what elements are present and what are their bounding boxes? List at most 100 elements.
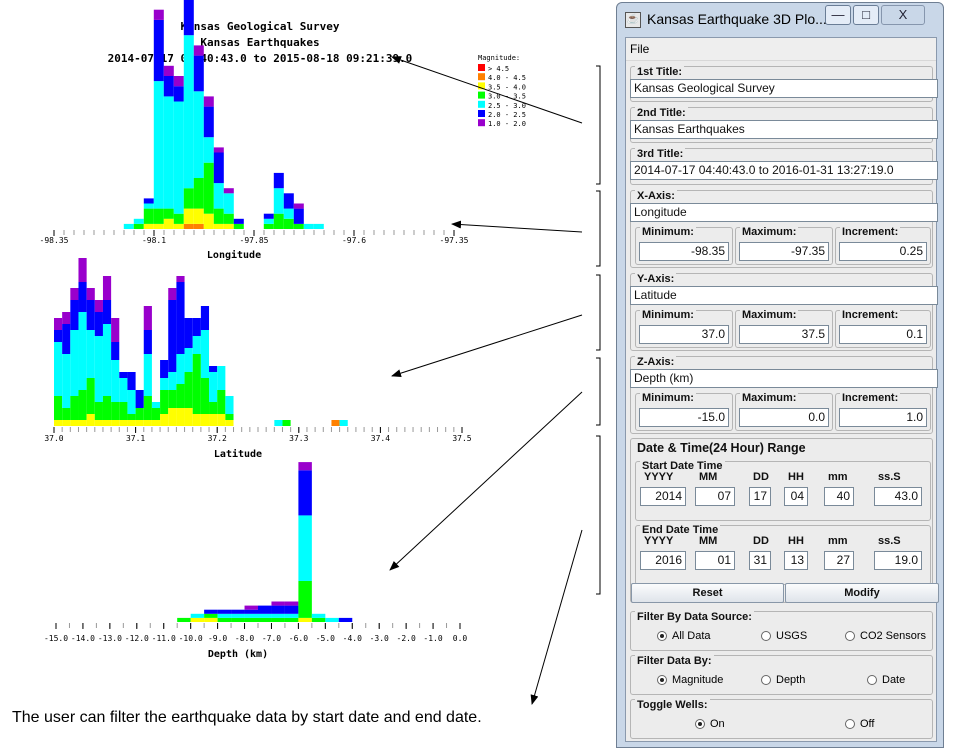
longitude-bar-segment bbox=[233, 223, 244, 229]
latitude-bar-segment bbox=[94, 402, 103, 420]
longitude-bar-segment bbox=[123, 223, 134, 229]
window-client: File 1st Title: Kansas Geological Survey… bbox=[625, 37, 939, 742]
longitude-bar-segment bbox=[293, 203, 304, 209]
latitude-bar-segment bbox=[54, 330, 63, 342]
latitude-bar-segment bbox=[62, 408, 71, 420]
longitude-bar-segment bbox=[273, 172, 284, 189]
latitude-bar-segment bbox=[160, 390, 169, 414]
end-hh-field[interactable]: 13 bbox=[784, 551, 808, 570]
y-max-field[interactable]: 37.5 bbox=[739, 325, 829, 344]
latitude-bar-segment bbox=[151, 408, 161, 420]
radio-depth[interactable]: Depth bbox=[761, 674, 805, 686]
datetime-label: Date & Time(24 Hour) Range bbox=[635, 441, 808, 455]
start-mm-month-field[interactable]: 07 bbox=[695, 487, 735, 506]
y-max-label: Maximum: bbox=[740, 309, 799, 321]
window-titlebar[interactable]: ☕ Kansas Earthquake 3D Plo... — □ X bbox=[617, 3, 943, 37]
longitude-bar-segment bbox=[303, 223, 314, 229]
longitude-tick-label: -97.85 bbox=[240, 236, 269, 245]
latitude-bar-segment bbox=[209, 402, 218, 414]
toggle-wells-label: Toggle Wells: bbox=[635, 699, 710, 711]
modify-button[interactable]: Modify bbox=[785, 583, 939, 603]
legend-label: 4.0 - 4.5 bbox=[488, 74, 526, 82]
x-min-field[interactable]: -98.35 bbox=[639, 242, 729, 261]
start-min-label: mm bbox=[828, 471, 848, 483]
end-dd-field[interactable]: 31 bbox=[749, 551, 771, 570]
start-sec-field[interactable]: 43.0 bbox=[874, 487, 922, 506]
end-mm-month-field[interactable]: 01 bbox=[695, 551, 735, 570]
start-dd-field[interactable]: 17 bbox=[749, 487, 771, 506]
depth-bar-segment bbox=[298, 515, 312, 581]
title1-field[interactable]: Kansas Geological Survey bbox=[630, 79, 938, 98]
legend-label: 3.5 - 4.0 bbox=[488, 83, 526, 91]
latitude-bar-segment bbox=[168, 300, 177, 372]
depth-bar-segment bbox=[271, 605, 285, 614]
z-inc-box: Increment: 1.0 bbox=[835, 392, 931, 431]
z-max-field[interactable]: 0.0 bbox=[739, 408, 829, 427]
start-datetime-label: Start Date Time bbox=[640, 460, 725, 472]
latitude-histogram: 37.0 37.1 37.2 37.3 37.4 37.5 Latitude bbox=[44, 258, 472, 460]
latitude-bar-segment bbox=[184, 372, 193, 408]
depth-tick-label: -14.0 bbox=[71, 634, 95, 643]
latitude-bar-segment bbox=[86, 378, 95, 414]
z-inc-field[interactable]: 1.0 bbox=[839, 408, 927, 427]
start-yyyy-field[interactable]: 2014 bbox=[640, 487, 686, 506]
radio-usgs[interactable]: USGS bbox=[761, 630, 807, 642]
depth-bar-segment bbox=[231, 613, 245, 618]
longitude-bar-segment bbox=[153, 9, 164, 20]
radio-magnitude[interactable]: Magnitude bbox=[657, 674, 723, 686]
end-yyyy-field[interactable]: 2016 bbox=[640, 551, 686, 570]
depth-bar-segment bbox=[271, 601, 285, 606]
end-sec-field[interactable]: 19.0 bbox=[874, 551, 922, 570]
y-axis-name-field[interactable]: Latitude bbox=[630, 286, 938, 305]
minimize-button[interactable]: — bbox=[825, 5, 851, 25]
start-mm-month-label: MM bbox=[699, 471, 718, 483]
radio-all-data-dot bbox=[657, 631, 667, 641]
title1-label: 1st Title: bbox=[635, 66, 685, 78]
x-axis-group: X-Axis: Longitude Minimum: -98.35 Maximu… bbox=[630, 190, 938, 268]
maximize-button[interactable]: □ bbox=[853, 5, 879, 25]
close-button[interactable]: X bbox=[881, 5, 925, 25]
depth-bar-segment bbox=[244, 605, 258, 610]
menu-file[interactable]: File bbox=[630, 42, 650, 56]
legend-label: 1.0 - 2.0 bbox=[488, 120, 526, 128]
x-axis-name-field[interactable]: Longitude bbox=[630, 203, 938, 222]
longitude-bar-segment bbox=[133, 218, 144, 224]
start-min-field[interactable]: 40 bbox=[824, 487, 854, 506]
end-min-field[interactable]: 27 bbox=[824, 551, 854, 570]
x-max-field[interactable]: -97.35 bbox=[739, 242, 829, 261]
depth-tick-label: -6.0 bbox=[289, 634, 308, 643]
y-inc-field[interactable]: 0.1 bbox=[839, 325, 927, 344]
start-hh-field[interactable]: 04 bbox=[784, 487, 808, 506]
reset-button[interactable]: Reset bbox=[631, 583, 784, 603]
latitude-bar-segment bbox=[102, 396, 112, 420]
radio-all-data[interactable]: All Data bbox=[657, 630, 711, 642]
radio-date[interactable]: Date bbox=[867, 674, 905, 686]
latitude-tick-label: 37.5 bbox=[452, 434, 471, 443]
latitude-bar-segment bbox=[209, 366, 218, 372]
radio-co2-sensors[interactable]: CO2 Sensors bbox=[845, 630, 926, 642]
latitude-bar-segment bbox=[78, 420, 87, 426]
radio-wells-off[interactable]: Off bbox=[845, 718, 874, 730]
latitude-bar-segment bbox=[282, 420, 291, 426]
depth-minor-ticks bbox=[55, 623, 461, 628]
z-axis-name-field[interactable]: Depth (km) bbox=[630, 369, 938, 388]
z-min-field[interactable]: -15.0 bbox=[639, 408, 729, 427]
depth-histogram: -15.0 -14.0 -13.0 -12.0 -11.0 -10.0 -9.0 -8.0 -7… bbox=[44, 462, 467, 660]
radio-wells-on[interactable]: On bbox=[695, 718, 725, 730]
longitude-bar-segment bbox=[263, 223, 274, 229]
latitude-bar-segment bbox=[119, 372, 128, 378]
latitude-bar-segment bbox=[151, 420, 161, 426]
y-min-field[interactable]: 37.0 bbox=[639, 325, 729, 344]
x-inc-field[interactable]: 0.25 bbox=[839, 242, 927, 261]
depth-bar-segment bbox=[217, 613, 232, 618]
depth-bar-segment bbox=[325, 617, 339, 622]
magnitude-legend: Magnitude: > 4.54.0 - 4.53.5 - 4.0 3.0 - 3… bbox=[478, 54, 526, 128]
depth-tick-label: 0.0 bbox=[453, 634, 468, 643]
title3-field[interactable]: 2014-07-17 04:40:43.0 to 2016-01-31 13:2… bbox=[630, 161, 938, 180]
app-window: ☕ Kansas Earthquake 3D Plo... — □ X File… bbox=[616, 2, 944, 748]
title2-field[interactable]: Kansas Earthquakes bbox=[630, 120, 938, 139]
latitude-bar-segment bbox=[143, 396, 152, 420]
title2-group: 2nd Title: Kansas Earthquakes bbox=[630, 107, 938, 143]
longitude-bar-segment bbox=[283, 208, 294, 219]
depth-tick-label: -3.0 bbox=[370, 634, 389, 643]
